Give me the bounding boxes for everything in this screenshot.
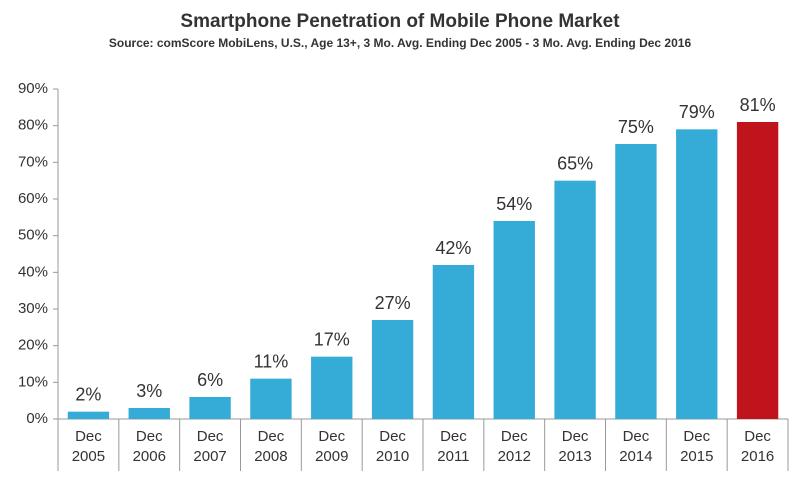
x-tick-label: Dec 2010 bbox=[375, 428, 410, 465]
value-label: 3% bbox=[136, 381, 162, 401]
x-tick-label: Dec 2005 bbox=[71, 428, 106, 465]
value-label: 6% bbox=[197, 370, 223, 390]
value-label: 75% bbox=[618, 117, 654, 137]
chart-title: Smartphone Penetration of Mobile Phone M… bbox=[180, 11, 620, 32]
bar bbox=[371, 320, 414, 419]
x-tick-label: Dec 2012 bbox=[497, 428, 531, 465]
y-tick-label: 20% bbox=[18, 337, 48, 354]
y-tick-label: 10% bbox=[18, 373, 48, 390]
y-tick-label: 60% bbox=[18, 190, 48, 207]
y-tick-label: 0% bbox=[26, 410, 48, 427]
bar bbox=[615, 144, 657, 419]
y-tick-label: 40% bbox=[18, 263, 48, 280]
bar bbox=[67, 411, 110, 419]
value-label: 42% bbox=[435, 238, 471, 258]
value-label: 27% bbox=[375, 293, 411, 313]
x-tick-label: Dec 2009 bbox=[315, 428, 349, 465]
x-tick-label: Dec 2008 bbox=[254, 428, 288, 465]
x-tick-label: Dec 2007 bbox=[193, 428, 227, 465]
x-tick-label: Dec 2011 bbox=[437, 428, 470, 465]
bar bbox=[676, 129, 718, 420]
x-tick-label: Dec 2014 bbox=[619, 428, 653, 465]
bar bbox=[250, 378, 292, 419]
x-tick-label: Dec 2013 bbox=[558, 428, 592, 465]
bar bbox=[736, 122, 779, 419]
bar bbox=[128, 408, 170, 419]
bar bbox=[554, 180, 596, 419]
bar bbox=[189, 397, 231, 419]
value-label: 17% bbox=[314, 329, 350, 349]
value-label: 65% bbox=[557, 153, 593, 173]
y-tick-label: 70% bbox=[18, 153, 48, 170]
value-label: 79% bbox=[679, 102, 715, 122]
bar bbox=[432, 265, 475, 419]
chart-subtitle: Source: comScore MobiLens, U.S., Age 13+… bbox=[109, 36, 692, 50]
bar bbox=[493, 221, 535, 419]
value-label: 54% bbox=[496, 194, 532, 214]
bar bbox=[311, 356, 353, 419]
x-tick-label: Dec 2016 bbox=[740, 428, 775, 465]
y-tick-label: 30% bbox=[18, 300, 48, 317]
y-tick-label: 90% bbox=[18, 80, 48, 97]
value-label: 11% bbox=[254, 351, 289, 371]
y-tick-label: 80% bbox=[18, 117, 48, 134]
x-tick-label: Dec 2006 bbox=[132, 428, 166, 465]
value-label: 2% bbox=[75, 384, 101, 404]
y-tick-label: 50% bbox=[18, 227, 48, 244]
value-label: 81% bbox=[740, 95, 776, 115]
x-tick-label: Dec 2015 bbox=[680, 428, 714, 465]
